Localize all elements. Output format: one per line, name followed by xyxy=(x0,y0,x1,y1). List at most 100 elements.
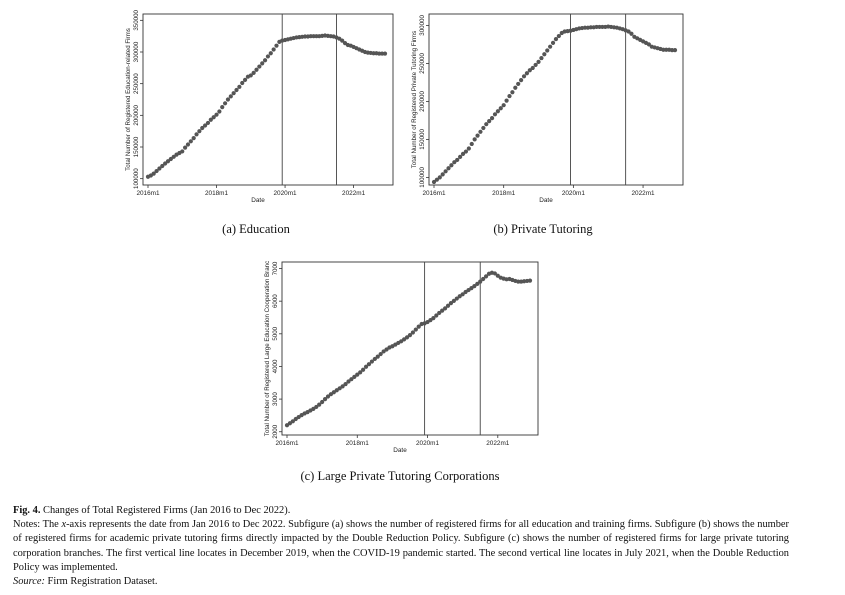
data-point xyxy=(228,94,233,99)
data-point xyxy=(231,91,236,96)
data-point xyxy=(375,354,380,359)
data-point xyxy=(171,154,176,159)
data-point xyxy=(443,169,448,174)
data-point xyxy=(237,84,242,89)
data-point xyxy=(194,132,199,137)
data-point xyxy=(378,351,383,357)
y-axis-title: Total Number of Registered Education-rel… xyxy=(125,28,132,171)
data-point xyxy=(664,47,669,52)
y-axis-title: Total Number of Registered Large Educati… xyxy=(264,261,271,436)
y-tick-label: 150000 xyxy=(419,129,426,150)
data-point xyxy=(314,404,319,410)
y-tick-label: 100000 xyxy=(133,168,140,189)
data-point xyxy=(492,112,498,117)
data-point xyxy=(358,370,363,375)
data-point xyxy=(240,80,245,86)
data-point xyxy=(469,141,474,147)
figure-title: Changes of Total Registered Firms (Jan 2… xyxy=(43,505,291,516)
data-point xyxy=(442,306,448,311)
data-point xyxy=(251,70,256,75)
data-point xyxy=(451,298,456,303)
subfigure-a: 100000 150000 200000 250000 300000 350000 2016… xyxy=(123,8,395,213)
data-point xyxy=(600,24,605,30)
data-point xyxy=(460,151,466,156)
subcaption-a: (a) Education xyxy=(222,222,290,236)
x-tick-label: 2022m1 xyxy=(486,440,510,447)
x-tick-label: 2016m1 xyxy=(136,190,160,197)
data-point xyxy=(320,399,325,405)
data-point xyxy=(669,48,675,53)
data-point xyxy=(260,61,265,66)
y-tick-label: 150000 xyxy=(133,136,140,157)
x-tick-label: 2020m1 xyxy=(274,190,298,197)
data-point xyxy=(672,48,678,53)
data-point xyxy=(516,81,521,87)
x-tick-label: 2016m1 xyxy=(422,190,446,197)
data-point xyxy=(191,136,196,141)
caption-notes: Notes: The x-axis represents the date fr… xyxy=(13,518,789,575)
data-point xyxy=(449,163,454,168)
data-point xyxy=(582,25,588,30)
data-point xyxy=(355,372,360,377)
data-point xyxy=(452,160,457,165)
plot-frame xyxy=(428,13,684,186)
data-point xyxy=(203,123,208,128)
data-point xyxy=(257,64,262,69)
caption-title-line: Fig. 4. Changes of Total Registered Firm… xyxy=(13,504,789,518)
data-point xyxy=(352,374,357,379)
chart-education: 100000 150000 200000 250000 300000 350000 2016… xyxy=(125,9,394,204)
y-tick-label: 5000 xyxy=(272,326,279,340)
y-tick-label: 250000 xyxy=(419,53,426,74)
data-point xyxy=(325,394,331,399)
data-point xyxy=(484,122,489,127)
data-point xyxy=(434,313,439,318)
data-point xyxy=(151,171,156,176)
data-point xyxy=(416,324,421,329)
data-point xyxy=(265,54,271,59)
data-point xyxy=(205,120,211,126)
data-point xyxy=(501,103,506,108)
data-point xyxy=(222,101,228,106)
data-point xyxy=(472,284,477,289)
data-point xyxy=(361,367,366,372)
data-point xyxy=(413,327,418,332)
data-point xyxy=(516,279,521,284)
notes-variable: x xyxy=(61,519,67,531)
x-tick-label: 2020m1 xyxy=(562,190,586,197)
chart-private-tutoring: 100000 150000 200000 250000 300000 2016m1 2018… xyxy=(411,13,684,204)
data-point xyxy=(157,166,162,171)
data-point xyxy=(519,78,524,83)
data-point xyxy=(154,168,159,174)
data-point xyxy=(340,38,345,43)
data-point xyxy=(481,125,486,131)
data-point xyxy=(262,58,268,63)
y-tick-label: 200000 xyxy=(419,91,426,112)
source-text: Firm Registration Dataset. xyxy=(47,576,158,588)
data-point xyxy=(495,109,500,114)
data-point xyxy=(363,364,369,369)
data-point xyxy=(463,149,469,154)
data-point xyxy=(458,154,463,159)
caption-source: Source: Firm Registration Dataset. xyxy=(13,575,789,589)
y-tick-label: 4000 xyxy=(272,359,279,373)
figure-label: Fig. 4. xyxy=(13,505,41,516)
x-tick-label: 2022m1 xyxy=(342,190,366,197)
data-point xyxy=(404,335,410,340)
data-point xyxy=(455,157,460,163)
plot-frame xyxy=(281,261,539,436)
data-point xyxy=(343,381,348,387)
data-point xyxy=(646,42,651,47)
data-point xyxy=(626,29,631,34)
x-tick-label: 2018m1 xyxy=(205,190,229,197)
data-point xyxy=(504,98,509,103)
data-point xyxy=(440,172,445,177)
data-point xyxy=(254,67,259,72)
data-point xyxy=(220,105,225,110)
data-point xyxy=(180,149,185,154)
data-point xyxy=(410,330,415,335)
data-point xyxy=(340,384,345,389)
y-tick-label: 100000 xyxy=(419,167,426,188)
subcaption-c: (c) Large Private Tutoring Corporations xyxy=(300,469,500,483)
data-point xyxy=(248,73,253,78)
data-point xyxy=(214,112,219,117)
